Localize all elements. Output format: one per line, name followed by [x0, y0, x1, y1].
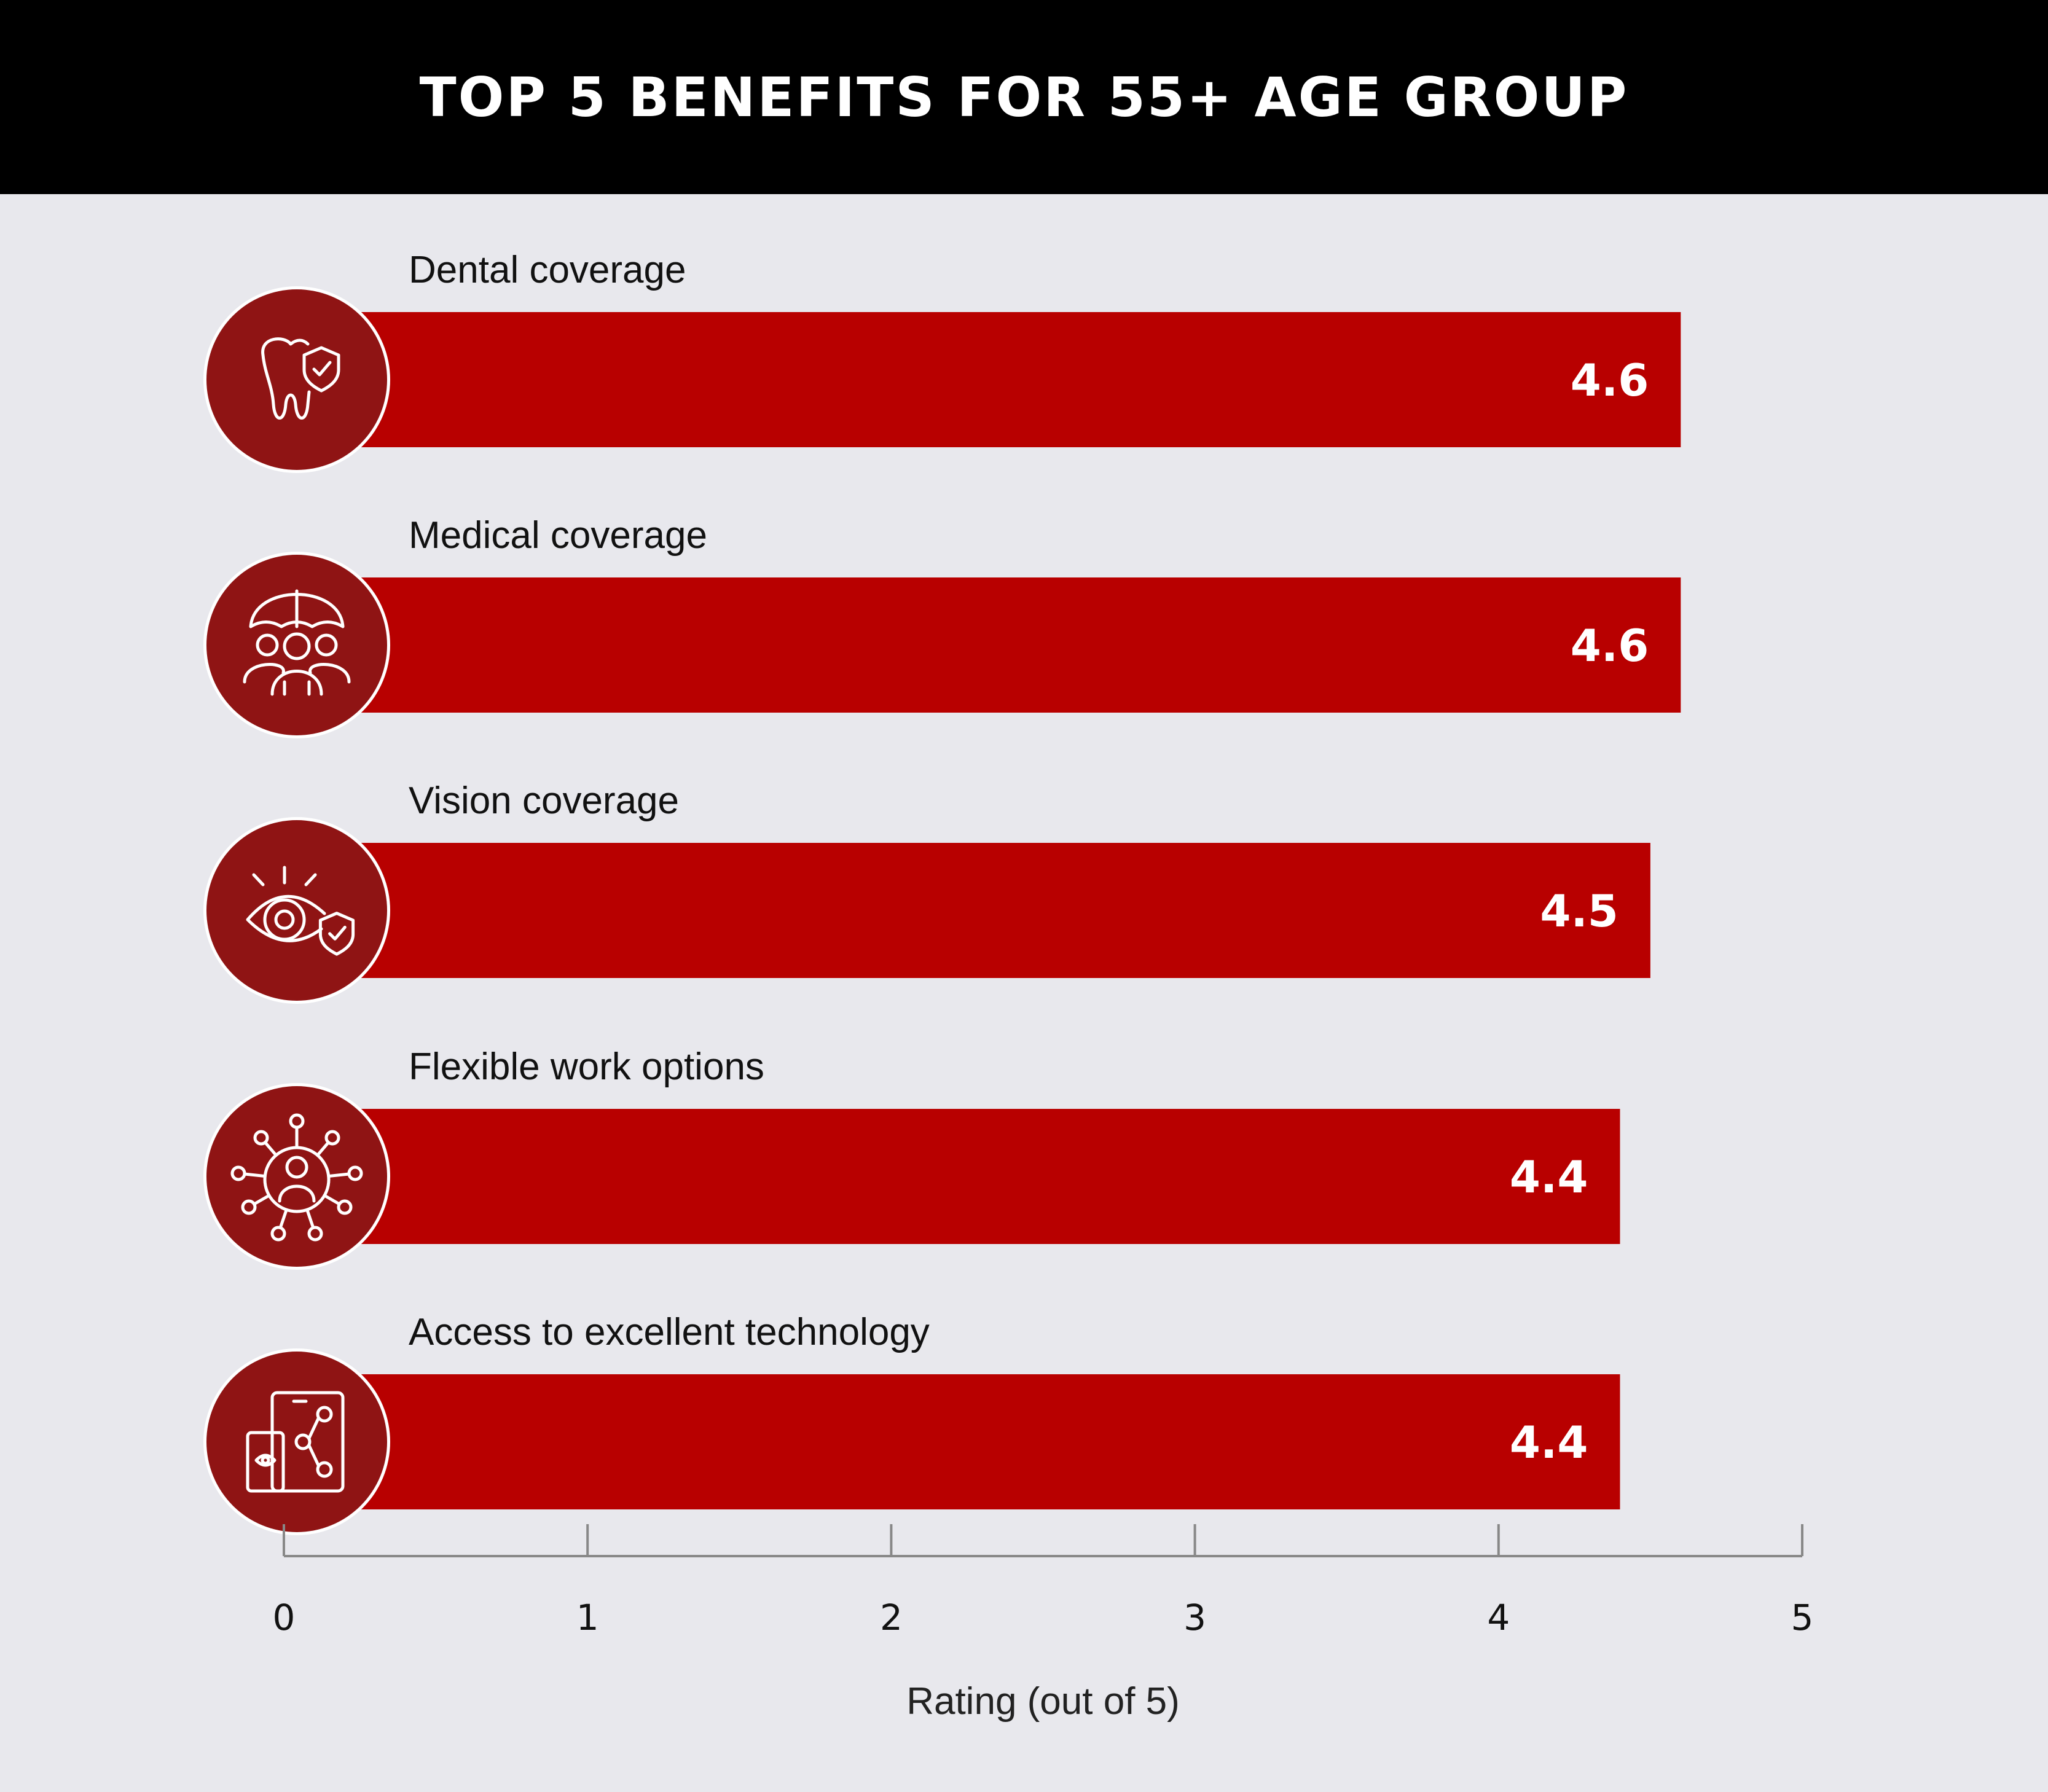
- category-label: Medical coverage: [409, 514, 707, 557]
- network-person-icon: [203, 1083, 390, 1270]
- bar-row: Flexible work options 4.4: [203, 1046, 1620, 1270]
- category-label: Vision coverage: [409, 780, 679, 822]
- tooth-shield-icon: [203, 286, 390, 473]
- x-tick-label: 2: [880, 1597, 903, 1638]
- x-axis-title: Rating (out of 5): [906, 1680, 1180, 1723]
- value-label: 4.4: [1510, 1151, 1588, 1203]
- bar: [353, 1109, 1620, 1244]
- chart-title: TOP 5 BENEFITS FOR 55+ AGE GROUP: [419, 65, 1629, 129]
- bar-row: Medical coverage 4.6: [203, 514, 1681, 738]
- eye-shield-icon: [203, 817, 390, 1004]
- devices-share-icon: [203, 1348, 390, 1535]
- bar: [353, 1374, 1620, 1509]
- category-label: Dental coverage: [409, 249, 686, 291]
- category-label: Flexible work options: [409, 1046, 764, 1088]
- x-tick-label: 1: [576, 1597, 599, 1638]
- x-tick-label: 3: [1183, 1597, 1206, 1638]
- value-label: 4.5: [1540, 885, 1618, 937]
- value-label: 4.6: [1571, 620, 1649, 671]
- bar: [353, 577, 1681, 713]
- value-label: 4.4: [1510, 1417, 1588, 1468]
- value-label: 4.6: [1571, 354, 1649, 406]
- x-tick-label: 0: [273, 1597, 296, 1638]
- x-tick-label: 5: [1791, 1597, 1814, 1638]
- bar: [353, 312, 1681, 447]
- bar-row: Vision coverage 4.5: [203, 780, 1650, 1004]
- bar: [353, 843, 1650, 978]
- header-band: TOP 5 BENEFITS FOR 55+ AGE GROUP: [0, 0, 2048, 194]
- x-tick-label: 4: [1487, 1597, 1510, 1638]
- bar-row: Dental coverage 4.6: [203, 249, 1681, 473]
- category-label: Access to excellent technology: [409, 1311, 930, 1353]
- bar-row: Access to excellent technology 4.4: [203, 1311, 1620, 1535]
- umbrella-people-icon: [203, 552, 390, 738]
